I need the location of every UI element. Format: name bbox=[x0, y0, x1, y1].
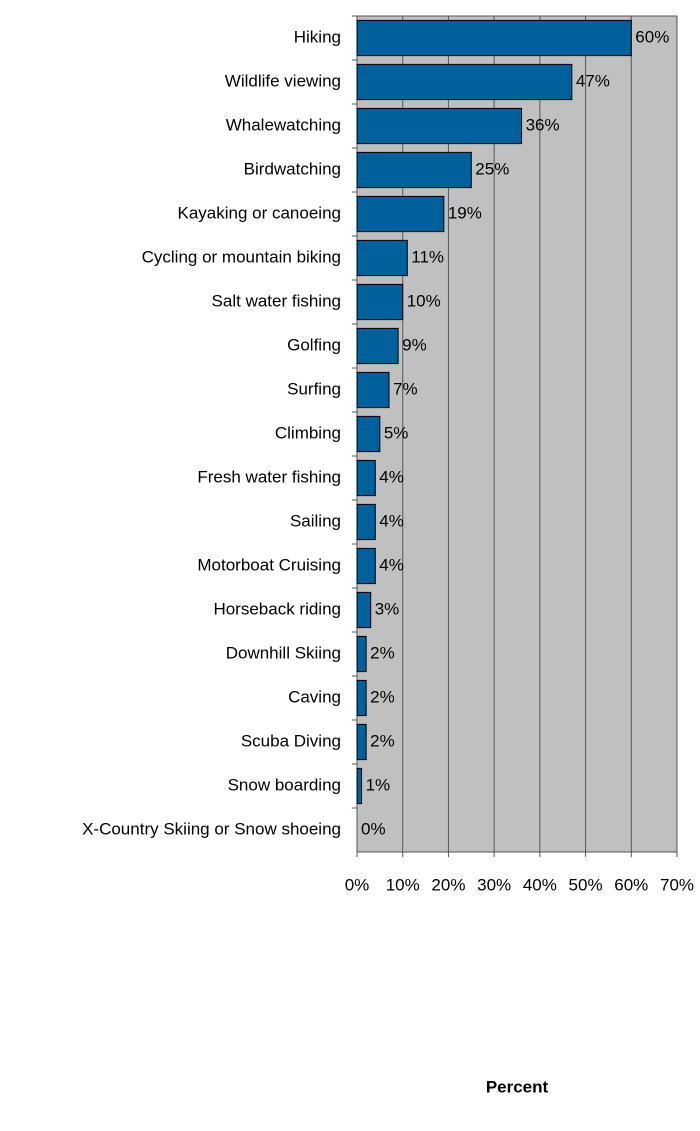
y-tick-label: Wildlife viewing bbox=[225, 71, 341, 90]
y-tick-label: Fresh water fishing bbox=[197, 467, 341, 486]
data-label: 5% bbox=[384, 423, 409, 442]
y-tick-label: Cycling or mountain biking bbox=[142, 247, 341, 266]
bar bbox=[356, 63, 573, 101]
data-label: 11% bbox=[411, 247, 444, 266]
bar bbox=[356, 503, 376, 541]
y-tick-label: Climbing bbox=[275, 423, 341, 442]
y-tick-label: Caving bbox=[288, 687, 341, 706]
x-tick-label: 10% bbox=[386, 875, 420, 894]
y-tick-label: Whalewatching bbox=[226, 115, 341, 134]
bar bbox=[356, 151, 472, 189]
data-label: 36% bbox=[526, 115, 560, 134]
data-label: 10% bbox=[407, 291, 441, 310]
y-tick-label: Scuba Diving bbox=[241, 731, 341, 750]
y-tick-label: Salt water fishing bbox=[212, 291, 341, 310]
x-tick-label: 40% bbox=[523, 875, 557, 894]
y-tick-label: Surfing bbox=[287, 379, 341, 398]
y-tick-label: X-Country Skiing or Snow shoeing bbox=[82, 819, 341, 838]
x-axis-title: Percent bbox=[486, 1077, 549, 1096]
data-label: 2% bbox=[370, 687, 395, 706]
bar bbox=[356, 723, 367, 761]
y-tick-label: Horseback riding bbox=[213, 599, 341, 618]
y-tick-label: Hiking bbox=[294, 27, 341, 46]
data-label: 1% bbox=[366, 775, 391, 794]
bar bbox=[356, 239, 408, 277]
x-tick-label: 0% bbox=[345, 875, 370, 894]
x-tick-label: 50% bbox=[569, 875, 603, 894]
y-tick-label: Birdwatching bbox=[244, 159, 341, 178]
data-label: 4% bbox=[379, 555, 404, 574]
data-label: 0% bbox=[361, 819, 386, 838]
x-tick-label: 60% bbox=[614, 875, 648, 894]
y-tick-label: Golfing bbox=[287, 335, 341, 354]
bar bbox=[356, 591, 372, 629]
x-tick-label: 20% bbox=[431, 875, 465, 894]
bar bbox=[356, 415, 381, 453]
y-tick-label: Kayaking or canoeing bbox=[177, 203, 341, 222]
y-tick-label: Sailing bbox=[290, 511, 341, 530]
y-tick-label: Snow boarding bbox=[228, 775, 341, 794]
data-label: 7% bbox=[393, 379, 418, 398]
data-label: 4% bbox=[379, 511, 404, 530]
data-label: 47% bbox=[576, 71, 610, 90]
data-label: 19% bbox=[448, 203, 482, 222]
bar bbox=[356, 371, 390, 409]
bar bbox=[356, 679, 367, 717]
bar bbox=[356, 107, 523, 145]
bar bbox=[356, 767, 363, 805]
bar bbox=[356, 327, 399, 365]
data-label: 4% bbox=[379, 467, 404, 486]
bar bbox=[356, 547, 376, 585]
x-tick-label: 30% bbox=[477, 875, 511, 894]
data-label: 9% bbox=[402, 335, 427, 354]
bar bbox=[356, 283, 404, 321]
bar bbox=[356, 459, 376, 497]
data-label: 2% bbox=[370, 643, 395, 662]
bar bbox=[356, 19, 632, 57]
data-label: 60% bbox=[635, 27, 669, 46]
y-tick-label: Downhill Skiing bbox=[226, 643, 341, 662]
bar bbox=[356, 195, 445, 233]
data-label: 2% bbox=[370, 731, 395, 750]
bar bbox=[356, 635, 367, 673]
x-tick-label: 70% bbox=[660, 875, 694, 894]
y-tick-label: Motorboat Cruising bbox=[197, 555, 341, 574]
data-label: 25% bbox=[475, 159, 509, 178]
data-label: 3% bbox=[375, 599, 400, 618]
